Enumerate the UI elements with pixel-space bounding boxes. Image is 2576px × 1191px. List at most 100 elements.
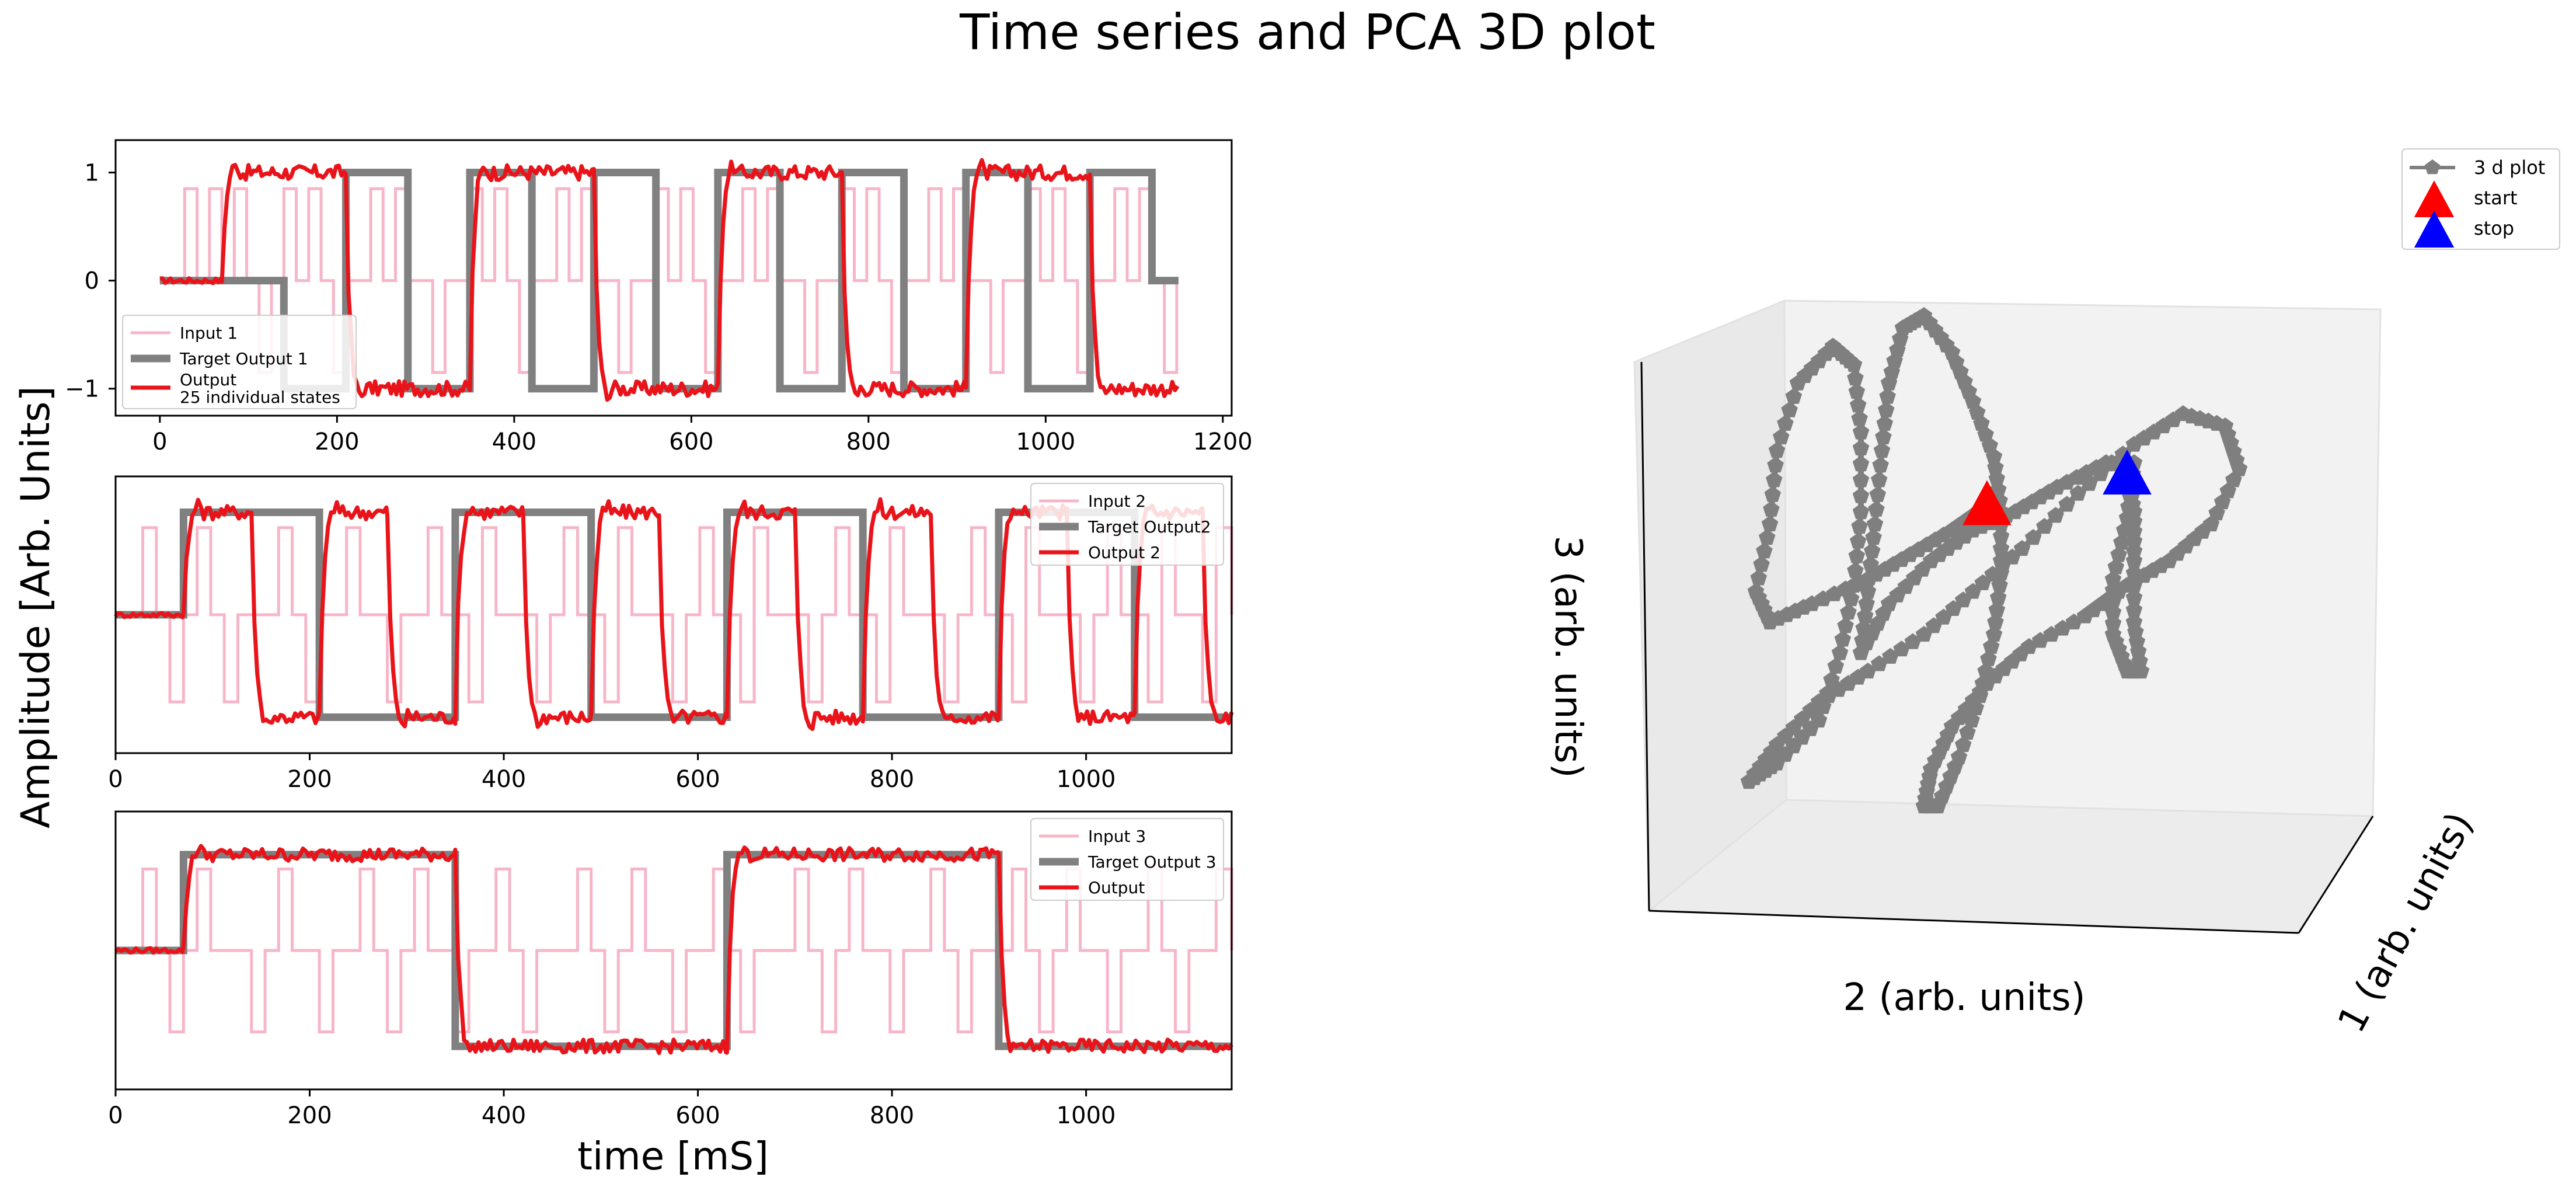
- trajectory-point: [2104, 570, 2122, 587]
- y-axis-label: Amplitude [Arb. Units]: [13, 386, 59, 828]
- trajectory-point: [2110, 546, 2127, 562]
- trajectory-point: [1753, 556, 1770, 572]
- legend-label: Input 2: [1088, 492, 1146, 511]
- trajectory-point: [1880, 374, 1898, 391]
- trajectory-point: [1886, 352, 1903, 368]
- x-tick-label: 1200: [1193, 429, 1253, 455]
- legend-swatch: [2424, 159, 2441, 175]
- legend-box: [1030, 818, 1224, 901]
- trajectory-point: [1763, 500, 1780, 517]
- trajectory-point: [1849, 532, 1867, 549]
- trajectory-point: [1889, 341, 1906, 357]
- middle-panel: 0 200 400 600 800 1000 Input 2 Target Output2 O…: [108, 475, 1234, 793]
- trajectory-point: [1980, 650, 1997, 667]
- pca-x-axis-label: 2 (arb. units): [1843, 976, 2085, 1019]
- trajectory-point: [1891, 330, 1909, 346]
- trajectory-point: [1989, 589, 2007, 605]
- trajectory-point: [1967, 699, 1985, 716]
- trajectory-point: [1862, 556, 1880, 572]
- trajectory-point: [1859, 583, 1877, 599]
- legend-label: Output: [180, 370, 236, 389]
- x-tick-label: 400: [492, 429, 536, 455]
- trajectory-point: [1852, 439, 1870, 455]
- pca-legend-label: 3 d plot: [2474, 156, 2545, 179]
- trajectory-point: [1894, 319, 1912, 336]
- trajectory-point: [1863, 542, 1881, 559]
- trajectory-point: [2219, 482, 2237, 499]
- trajectory-point: [1848, 383, 1866, 399]
- legend-swatch: [2414, 211, 2455, 248]
- trajectory-point: [1954, 736, 1972, 753]
- trajectory-point: [1840, 604, 1857, 620]
- trajectory-point: [2208, 504, 2225, 521]
- trajectory-point: [2107, 558, 2125, 574]
- legend-label: Input 3: [1088, 827, 1146, 846]
- trajectory-point: [2058, 496, 2076, 512]
- x-tick-label: 200: [287, 766, 332, 793]
- legend-box: [122, 315, 357, 409]
- trajectory-point: [1847, 370, 1864, 386]
- trajectory-point: [1845, 356, 1863, 372]
- trajectory-point: [2225, 471, 2242, 487]
- trajectory-point: [1869, 486, 1887, 502]
- trajectory-point: [1837, 617, 1854, 633]
- input-series-line: [116, 867, 1233, 1034]
- trajectory-point: [1785, 388, 1803, 404]
- trajectory-point: [1873, 442, 1891, 458]
- trajectory-point: [1992, 552, 2010, 569]
- x-tick-label: 600: [675, 766, 720, 793]
- trajectory-point: [1877, 401, 1895, 417]
- trajectory-point: [1852, 487, 1870, 503]
- trajectory-point: [1866, 516, 1884, 532]
- legend-label: Target Output2: [1087, 517, 1211, 537]
- pca-3d-panel: 2 (arb. units)3 (arb. units)1 (arb. unit…: [1546, 148, 2560, 1040]
- trajectory-point: [1847, 562, 1864, 578]
- trajectory-point: [1765, 471, 1783, 487]
- trajectory-point: [1861, 569, 1878, 586]
- output-series-line: [114, 844, 1233, 1056]
- trajectory-point: [1987, 614, 2004, 630]
- x-tick-label: 600: [675, 1102, 720, 1129]
- trajectory-point: [1856, 607, 1874, 624]
- pca-legend-box: [2401, 148, 2560, 250]
- start-marker: [1962, 480, 2012, 525]
- trajectory-point: [2214, 493, 2231, 510]
- x-tick-label: 800: [870, 1102, 914, 1129]
- trajectory-point: [1876, 415, 1894, 431]
- trajectory-point: [1868, 500, 1885, 517]
- trajectory-point: [2047, 507, 2064, 523]
- trajectory-point: [1992, 528, 2010, 544]
- trajectory-point: [1870, 655, 1888, 671]
- trajectory-point: [1882, 647, 1899, 664]
- pca-legend-label: stop: [2474, 217, 2514, 239]
- trajectory-point: [2125, 565, 2143, 581]
- trajectory-point: [1758, 529, 1776, 545]
- trajectory-point: [1852, 455, 1870, 472]
- trajectory-point: [1904, 633, 1922, 649]
- trajectory-point: [1991, 577, 2008, 593]
- x-tick-label: 200: [315, 429, 359, 455]
- trajectory-point: [1992, 540, 2010, 556]
- trajectory-point: [1781, 401, 1798, 417]
- legend-label: Input 1: [180, 323, 238, 343]
- trajectory-point: [1950, 748, 1968, 765]
- x-tick-label: 400: [482, 1102, 526, 1129]
- trajectory-point: [1851, 410, 1868, 426]
- trajectory-point: [1959, 724, 1976, 740]
- axes-frame: [114, 139, 1233, 417]
- trajectory-point: [2104, 604, 2122, 620]
- trajectory-point: [1858, 595, 1875, 611]
- legend-label: Target Output 3: [1087, 852, 1216, 872]
- legend-box: [1030, 483, 1224, 566]
- x-axis-label: time [mS]: [577, 1134, 769, 1179]
- trajectory-point: [1845, 577, 1863, 593]
- x-tick-label: 1000: [1016, 429, 1075, 455]
- trajectory-point: [1852, 471, 1870, 487]
- trajectory-point: [1851, 518, 1868, 534]
- x-tick-label: 600: [669, 429, 713, 455]
- legend-swatch: [2414, 180, 2455, 217]
- trajectory-point: [1827, 657, 1845, 674]
- trajectory-point: [1772, 428, 1790, 444]
